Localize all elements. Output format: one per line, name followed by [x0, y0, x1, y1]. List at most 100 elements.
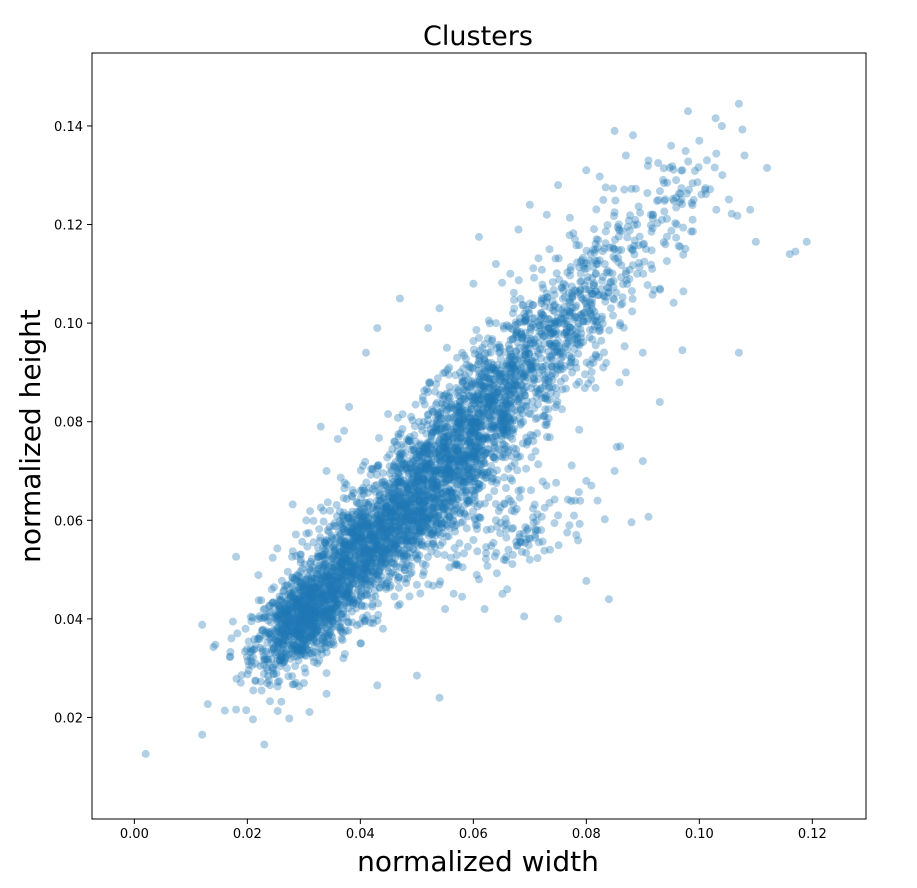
data-point [297, 645, 306, 654]
data-point [318, 618, 327, 627]
data-point [249, 653, 258, 662]
data-point [272, 612, 281, 621]
data-point [647, 246, 656, 255]
data-point [294, 594, 303, 603]
data-point [267, 585, 276, 594]
data-point [316, 585, 325, 594]
data-point [277, 649, 286, 658]
data-point [293, 617, 302, 626]
data-point [363, 569, 372, 578]
data-point [342, 567, 351, 575]
data-point [362, 536, 371, 545]
data-point [311, 584, 320, 593]
data-point [257, 596, 266, 605]
data-point [432, 521, 441, 530]
data-point [346, 570, 355, 579]
data-point [316, 590, 325, 599]
data-point [314, 588, 323, 597]
data-point [343, 617, 352, 626]
data-point [357, 583, 366, 592]
data-point [515, 533, 524, 542]
data-point [375, 532, 384, 541]
data-point [330, 605, 339, 614]
data-point [324, 581, 333, 590]
data-point [278, 627, 286, 636]
data-point [324, 528, 333, 537]
data-point [299, 614, 308, 623]
data-point [310, 617, 319, 626]
data-point [655, 398, 664, 406]
data-point [311, 628, 320, 637]
data-point [329, 542, 338, 551]
data-point [273, 644, 282, 653]
data-point [269, 644, 278, 653]
data-point [355, 537, 364, 546]
data-point [296, 628, 305, 637]
data-point [285, 618, 294, 627]
data-point [324, 614, 333, 623]
data-point [281, 648, 290, 657]
data-point [445, 382, 454, 391]
data-point [331, 598, 340, 607]
data-point [342, 613, 351, 622]
data-point [364, 501, 373, 510]
data-point [330, 595, 339, 604]
data-point [513, 407, 522, 416]
data-point [295, 629, 304, 638]
data-point [265, 629, 274, 638]
data-point [280, 657, 289, 666]
data-point [544, 405, 553, 414]
data-point [695, 136, 704, 145]
data-point [418, 499, 427, 508]
data-point [299, 581, 308, 590]
data-point [301, 668, 310, 677]
data-point [265, 609, 274, 618]
data-point [327, 591, 336, 600]
data-point [348, 600, 357, 609]
data-point [328, 587, 337, 596]
data-point [312, 620, 321, 628]
data-point [339, 609, 348, 618]
data-point [313, 619, 322, 628]
data-point [478, 395, 486, 404]
data-point [456, 509, 465, 518]
data-point [258, 647, 267, 656]
data-point [338, 558, 347, 567]
data-point [303, 607, 312, 616]
data-point [312, 583, 321, 592]
data-point [323, 526, 332, 535]
data-point [341, 563, 350, 572]
data-point [471, 457, 480, 466]
data-point [269, 644, 278, 653]
data-point [220, 706, 229, 715]
data-point [449, 516, 458, 525]
data-point [293, 622, 302, 631]
data-point [311, 602, 320, 611]
data-point [529, 513, 538, 522]
data-point [424, 491, 433, 500]
data-point [372, 496, 381, 505]
data-point [373, 324, 382, 333]
data-point [357, 538, 366, 547]
data-point [302, 529, 311, 538]
data-point [365, 578, 374, 586]
data-point [653, 197, 661, 205]
data-point [301, 606, 310, 614]
data-point [395, 532, 403, 541]
data-point [318, 645, 326, 654]
data-point [279, 658, 288, 667]
data-point [292, 596, 300, 605]
data-point [305, 582, 314, 591]
data-point [688, 215, 697, 224]
data-point [291, 621, 300, 629]
data-point [277, 597, 285, 605]
data-point [286, 618, 295, 627]
data-point [451, 399, 460, 408]
data-point [348, 562, 357, 571]
data-point [360, 504, 369, 513]
data-point [638, 348, 647, 357]
data-point [322, 609, 331, 618]
data-point [418, 396, 427, 405]
data-point [356, 639, 365, 648]
data-point [271, 635, 280, 644]
